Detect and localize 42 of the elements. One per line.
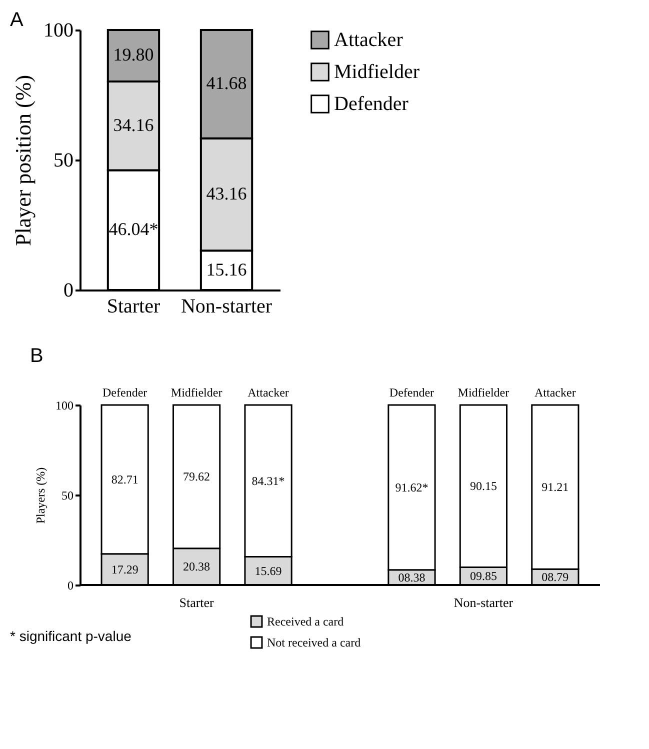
x-tick-label: Midfielder [170,386,222,400]
text: * significant p-value [10,628,132,644]
x-tick-label: Attacker [534,386,576,400]
y-tick-label: 50 [62,488,74,502]
data-label: 84.31* [252,474,285,488]
data-label: 09.85 [470,569,497,584]
data-label: 46.04* [108,219,158,240]
x-tick-label: Attacker [248,386,289,400]
y-axis-title: Players (%) [34,467,48,524]
chart-title: B [30,345,44,367]
y-tick-label: 100 [56,398,74,412]
data-label: 17.29 [111,562,138,576]
legend-label: Not received a card [267,636,361,650]
chart-title: A [10,9,24,31]
text: Non-starter [454,595,514,610]
data-label: 43.16 [206,183,247,204]
text: Starter [179,595,215,610]
legend-label: Received a card [267,614,344,628]
data-label: 08.38 [398,570,426,584]
data-label: 34.16 [113,114,154,135]
x-tick-label: Defender [102,386,148,400]
legend-label: Midfielder [334,61,420,83]
data-label: 41.68 [206,73,247,94]
y-tick-label: 0 [68,578,74,592]
y-tick-label: 0 [64,280,74,302]
data-label: 82.71 [111,472,138,486]
legend-label: Attacker [334,29,404,51]
data-label: 15.69 [254,564,282,578]
x-tick-label: Midfielder [458,386,510,400]
data-label: 79.62 [183,470,210,484]
data-label: 20.38 [183,560,210,574]
y-tick-label: 100 [44,20,74,42]
y-axis-title: Player position (%) [10,74,36,246]
data-label: 19.80 [113,44,154,65]
legend-label: Defender [334,93,409,115]
data-label: 90.15 [470,479,497,494]
data-label: 08.79 [542,570,569,584]
y-tick-label: 50 [54,150,74,172]
data-label: 15.16 [206,259,247,280]
x-tick-label: Defender [389,386,434,400]
data-label: 91.21 [542,480,569,494]
data-label: 91.62* [395,480,428,494]
